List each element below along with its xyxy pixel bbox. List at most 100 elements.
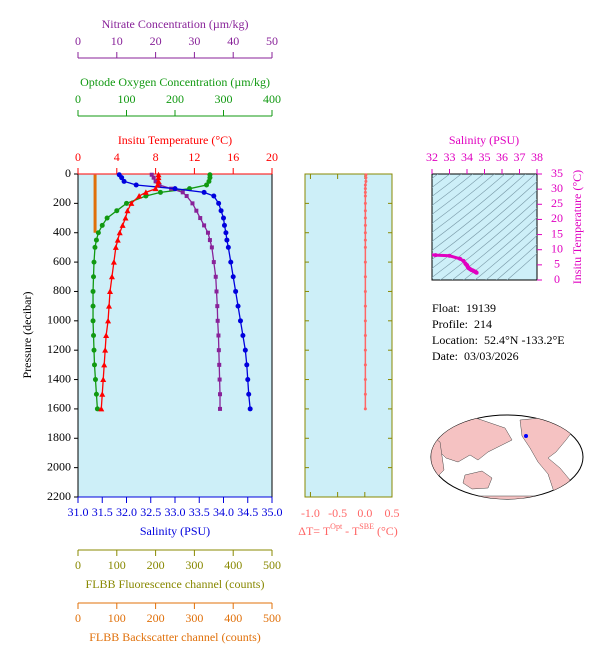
data-point [133, 182, 139, 188]
x-tick-label: 34.0 [213, 505, 234, 519]
y-tick-label: 200 [53, 195, 71, 209]
data-point [102, 347, 109, 353]
data-point [244, 362, 250, 368]
info-row: Float: 19139 [432, 301, 496, 315]
data-point [363, 209, 367, 213]
data-point [100, 376, 107, 383]
y-tick-label: 0 [554, 272, 560, 286]
y-tick-label: 1400 [47, 371, 71, 385]
data-point [112, 244, 119, 250]
y-tick-label: 800 [53, 283, 71, 297]
x-tick-label: 34 [461, 150, 473, 164]
data-point [151, 175, 156, 180]
data-point [235, 303, 241, 309]
x-axis-title: FLBB Backscatter channel (counts) [89, 630, 261, 644]
data-point [215, 304, 220, 309]
data-point [214, 289, 219, 294]
y-tick-label: 5 [554, 257, 560, 271]
y-tick-label: 25 [551, 196, 563, 210]
data-point [108, 273, 115, 280]
label-part: (°C) [374, 524, 398, 538]
x-tick-label: 32.0 [116, 505, 137, 519]
data-point [92, 244, 98, 250]
x-tick-label: 36 [496, 150, 508, 164]
profile-plot-area [77, 173, 273, 498]
info-row: Date: 03/03/2026 [432, 349, 519, 363]
data-point [98, 405, 105, 412]
data-point [194, 208, 199, 213]
x-tick-label: 500 [263, 558, 281, 572]
isopycnal [506, 253, 537, 280]
data-point [157, 189, 163, 195]
data-point [91, 274, 97, 280]
data-point [363, 187, 367, 191]
info-label: Float: [432, 301, 460, 315]
data-point [90, 303, 96, 309]
data-point [124, 207, 131, 214]
data-point [93, 237, 99, 243]
x-tick-label: 0 [75, 611, 81, 625]
data-point [230, 274, 236, 280]
y-tick-label: 0 [65, 166, 71, 180]
world-map [430, 414, 584, 500]
isopycnal [496, 244, 537, 280]
y-tick-label: 35 [551, 166, 563, 180]
x-tick-label: 400 [263, 92, 281, 106]
data-point [202, 223, 207, 228]
ts-clip-group [427, 174, 537, 280]
data-point [91, 347, 97, 353]
data-point [242, 347, 248, 353]
isopycnal [432, 181, 537, 269]
data-point [213, 274, 218, 279]
data-point [247, 406, 253, 412]
data-point [237, 318, 243, 324]
y-tick-label: 15 [551, 226, 563, 240]
x-tick-label: 4 [114, 150, 120, 164]
x-tick-label: 200 [147, 558, 165, 572]
data-point [218, 392, 223, 397]
x-tick-label: 100 [108, 558, 126, 572]
isopycnal [432, 190, 537, 278]
ts-title: Salinity (PSU) [449, 133, 519, 147]
x-tick-label: 0.5 [385, 506, 400, 520]
isopycnal [432, 174, 485, 215]
data-point [447, 253, 452, 258]
data-point [233, 288, 239, 294]
data-point [217, 377, 222, 382]
data-point [363, 238, 367, 242]
x-tick-label: 31.5 [92, 505, 113, 519]
data-point [121, 178, 127, 184]
data-point [94, 406, 100, 412]
x-tick-label: 32.5 [140, 505, 161, 519]
data-point [184, 194, 189, 199]
x-tick-label: 35.0 [262, 505, 283, 519]
y-tick-label: 600 [53, 254, 71, 268]
data-point [427, 253, 431, 257]
y-tick-label: 20 [551, 211, 563, 225]
x-tick-label: 200 [147, 611, 165, 625]
data-point [206, 178, 212, 184]
y-tick-label: 1600 [47, 401, 71, 415]
map-land [462, 470, 493, 490]
data-point [211, 260, 216, 265]
data-point [198, 216, 203, 221]
isopycnal [432, 174, 474, 206]
info-value: 52.4°N -133.2°E [484, 333, 565, 347]
isopycnal [432, 174, 451, 188]
label-sup: Opt [330, 522, 343, 531]
data-point [180, 190, 185, 195]
data-point [363, 348, 367, 352]
x-tick-label: 300 [215, 92, 233, 106]
data-point [124, 200, 129, 206]
data-point [95, 230, 101, 236]
label-part: ΔT= T [298, 524, 331, 538]
data-point [363, 289, 367, 293]
data-point [432, 253, 434, 257]
x-tick-label: 100 [118, 92, 136, 106]
info-value: 03/03/2026 [464, 349, 519, 363]
x-tick-label: 30 [188, 34, 200, 48]
data-point [90, 288, 96, 294]
isopycnal [451, 208, 537, 280]
data-point [364, 179, 368, 183]
isopycnal [432, 174, 462, 197]
